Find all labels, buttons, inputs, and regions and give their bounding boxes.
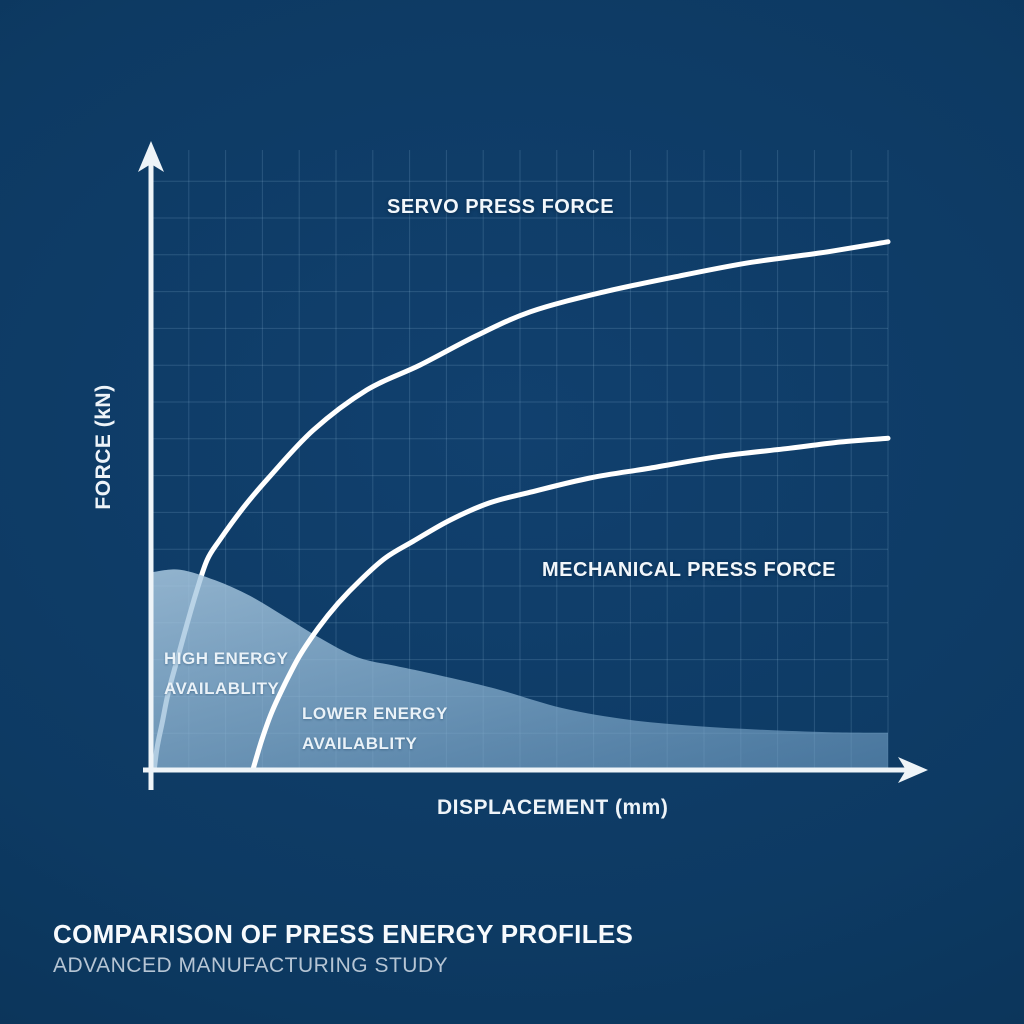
x-axis-label: DISPLACEMENT (mm)	[437, 796, 669, 819]
x-axis-arrowhead	[898, 757, 928, 783]
page-title: COMPARISON OF PRESS ENERGY PROFILES	[53, 919, 634, 949]
mechanical-curve-label: MECHANICAL PRESS FORCE	[542, 559, 836, 581]
page-subtitle: ADVANCED MANUFACTURING STUDY	[53, 954, 449, 977]
y-axis-label: FORCE (kN)	[92, 384, 115, 510]
high-energy-availability-label: HIGH ENERGY AVAILABLITY	[164, 644, 289, 704]
lower-energy-availability-label: LOWER ENERGY AVAILABLITY	[302, 699, 448, 759]
high-energy-line-2: AVAILABLITY	[164, 679, 280, 698]
title-block: COMPARISON OF PRESS ENERGY PROFILES ADVA…	[53, 917, 633, 978]
y-axis-arrowhead	[138, 141, 164, 172]
axes	[143, 164, 906, 790]
mechanical-press-force-curve	[250, 435, 891, 773]
energy-availability-area	[152, 569, 888, 770]
grid-lines	[152, 150, 889, 770]
lower-energy-line-2: AVAILABLITY	[302, 734, 418, 753]
high-energy-line-1: HIGH ENERGY	[164, 649, 289, 668]
servo-curve-label: SERVO PRESS FORCE	[387, 196, 615, 218]
lower-energy-line-1: LOWER ENERGY	[302, 704, 448, 723]
